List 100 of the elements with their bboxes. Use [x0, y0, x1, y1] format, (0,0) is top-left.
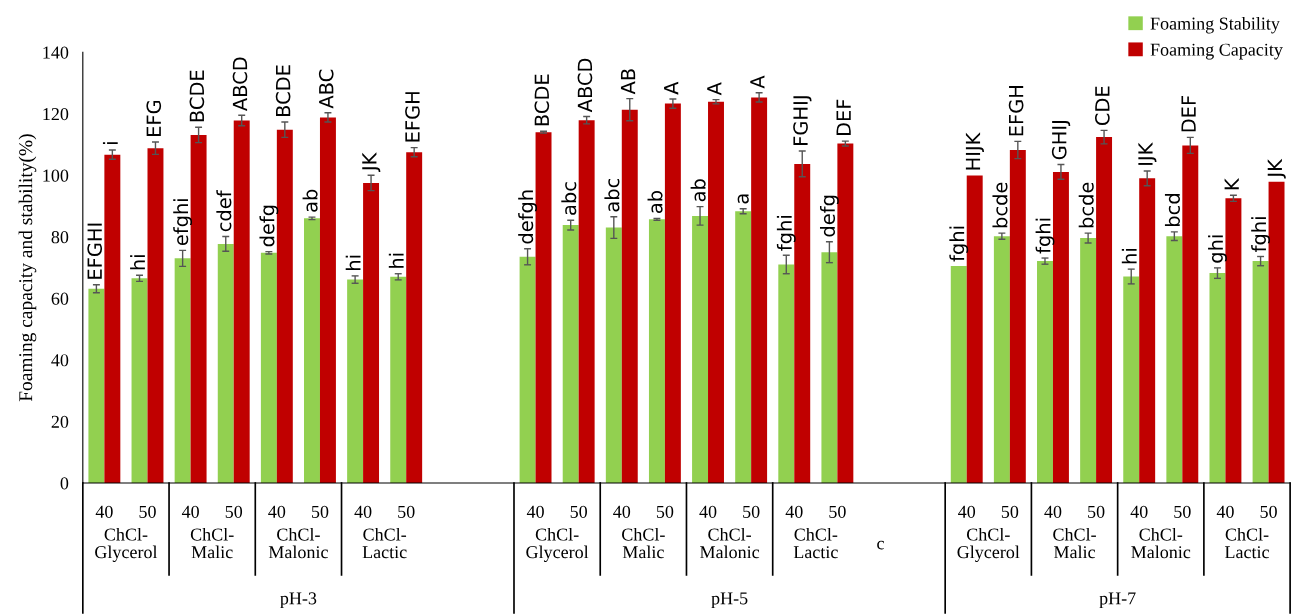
data-label: fghi — [949, 226, 969, 262]
x-tick-label: 50 — [743, 505, 760, 518]
bar — [1096, 137, 1113, 483]
data-label: a — [737, 194, 749, 204]
bar — [104, 154, 121, 483]
data-label: BCDE — [275, 65, 291, 116]
x-tick-label: 40 — [354, 505, 372, 518]
bar — [950, 266, 967, 483]
data-label: bcd — [1164, 194, 1180, 226]
data-label: defg — [259, 205, 279, 247]
text: ChCl- Malic — [190, 527, 234, 559]
data-label: A — [707, 82, 722, 96]
text: ChCl- Lactic — [1224, 527, 1269, 559]
y-tick-label: 80 — [51, 231, 69, 244]
data-label: JK — [1267, 158, 1286, 179]
data-label: JK — [362, 152, 381, 173]
data-label: EFGHI — [87, 223, 103, 279]
data-label: hi — [1121, 249, 1137, 264]
data-label: hi — [130, 255, 145, 270]
data-label: ab — [690, 179, 706, 202]
bar — [1182, 145, 1199, 483]
y-tick-label: 140 — [43, 46, 69, 59]
legend-label: Foaming Stability — [1150, 16, 1280, 34]
bar — [535, 132, 552, 483]
text: ChCl- Glycerol — [957, 527, 1020, 562]
bar — [1225, 198, 1242, 483]
bar — [578, 120, 595, 483]
y-tick-label: 20 — [51, 415, 69, 428]
data-label: bcde — [992, 182, 1008, 228]
data-label: HIJK — [965, 132, 984, 170]
bar — [304, 218, 320, 483]
text: ChCl- Glycerol — [526, 527, 589, 562]
bar — [1252, 261, 1269, 483]
data-label: abc — [604, 178, 620, 212]
bar — [751, 97, 768, 483]
text: ChCl- Malic — [622, 527, 665, 559]
text: ChCl- Malonic — [1131, 527, 1191, 559]
bar — [363, 182, 380, 483]
text: pH-5 — [711, 592, 748, 609]
x-tick-label: 50 — [656, 505, 674, 518]
bar — [217, 243, 234, 483]
data-label: GHIJ — [1051, 121, 1071, 160]
data-label: BCDE — [189, 70, 205, 122]
x-tick-label: 40 — [1044, 505, 1062, 518]
x-tick-label: 50 — [311, 505, 329, 518]
bar — [131, 278, 148, 483]
bar — [794, 163, 811, 483]
x-tick-label: 40 — [95, 505, 113, 518]
text: ChCl- Lactic — [362, 527, 407, 559]
text: ChCl- Glycerol — [95, 527, 158, 562]
bar — [1209, 273, 1226, 483]
data-label: K — [1224, 177, 1239, 190]
bar — [1080, 238, 1097, 483]
text: c — [877, 540, 884, 550]
data-label: defg — [819, 195, 839, 237]
x-tick-label: 50 — [1260, 505, 1277, 518]
bar — [821, 252, 838, 483]
text: pH-3 — [280, 592, 317, 609]
x-tick-label: 40 — [1130, 505, 1148, 518]
x-tick-label: 50 — [1001, 505, 1019, 518]
data-label: abc — [561, 182, 577, 215]
x-tick-label: 50 — [1088, 505, 1105, 518]
bar — [233, 120, 250, 483]
y-tick-label: 100 — [43, 169, 69, 182]
bar — [88, 288, 105, 483]
data-label: ab — [647, 190, 663, 214]
x-tick-label: 40 — [613, 505, 631, 518]
data-label: hi — [345, 255, 361, 270]
bar — [1037, 261, 1053, 483]
bar — [147, 148, 164, 483]
data-label: A — [664, 81, 679, 95]
data-label: EFG — [146, 100, 162, 136]
bar — [1268, 181, 1285, 483]
bar — [260, 252, 277, 483]
x-tick-label: 40 — [181, 505, 199, 518]
x-tick-label: 50 — [570, 505, 588, 518]
data-label: EFGH — [1008, 86, 1024, 136]
bar — [778, 264, 795, 483]
bar — [1009, 150, 1026, 483]
y-tick-label: 40 — [51, 354, 69, 367]
data-label: i — [102, 142, 118, 145]
bar — [174, 258, 191, 483]
x-tick-label: 40 — [268, 505, 286, 518]
bar — [347, 279, 364, 483]
x-tick-label: 50 — [225, 505, 243, 518]
data-label: DEF — [836, 99, 851, 136]
x-tick-label: 50 — [829, 505, 846, 518]
x-tick-label: 40 — [699, 505, 717, 518]
bar — [562, 225, 579, 483]
bar — [319, 117, 336, 483]
y-axis-title: Foaming capacity and stability(%) — [18, 134, 37, 402]
data-label: cdef — [216, 190, 232, 232]
y-tick-label: 60 — [51, 292, 69, 305]
data-label: ABCD — [232, 57, 248, 111]
text: ChCl- Malonic — [700, 527, 760, 559]
bar — [664, 103, 681, 483]
bar — [519, 256, 536, 483]
data-label: AB — [620, 69, 636, 95]
y-tick-label: 0 — [60, 477, 69, 490]
x-tick-label: 40 — [785, 505, 803, 518]
